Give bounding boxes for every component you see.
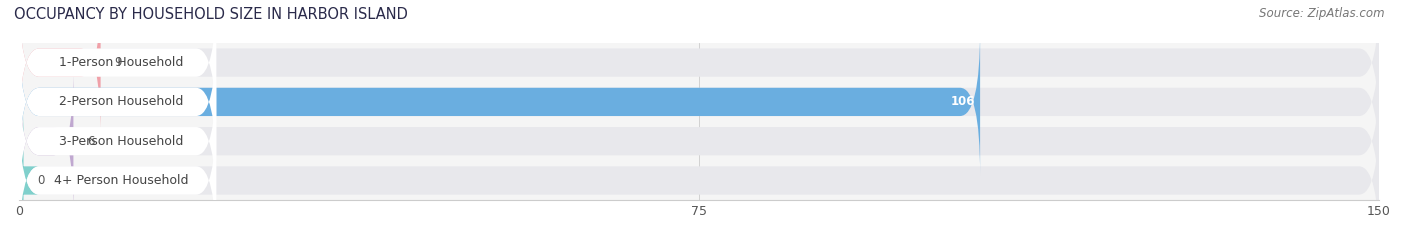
FancyBboxPatch shape <box>20 68 217 214</box>
FancyBboxPatch shape <box>20 0 101 136</box>
FancyBboxPatch shape <box>20 68 1379 214</box>
FancyBboxPatch shape <box>20 107 217 233</box>
Text: 1-Person Household: 1-Person Household <box>59 56 184 69</box>
Text: OCCUPANCY BY HOUSEHOLD SIZE IN HARBOR ISLAND: OCCUPANCY BY HOUSEHOLD SIZE IN HARBOR IS… <box>14 7 408 22</box>
Text: Source: ZipAtlas.com: Source: ZipAtlas.com <box>1260 7 1385 20</box>
Text: 4+ Person Household: 4+ Person Household <box>55 174 188 187</box>
Bar <box>20 161 1379 200</box>
FancyBboxPatch shape <box>20 0 1379 136</box>
FancyBboxPatch shape <box>20 29 980 175</box>
Text: 0: 0 <box>37 174 45 187</box>
FancyBboxPatch shape <box>20 29 217 175</box>
FancyBboxPatch shape <box>20 0 217 136</box>
Text: 106: 106 <box>950 95 976 108</box>
Text: 6: 6 <box>87 135 94 148</box>
FancyBboxPatch shape <box>3 107 39 233</box>
FancyBboxPatch shape <box>20 107 1379 233</box>
Text: 2-Person Household: 2-Person Household <box>59 95 184 108</box>
Bar <box>20 43 1379 82</box>
Bar <box>20 82 1379 122</box>
Text: 3-Person Household: 3-Person Household <box>59 135 184 148</box>
FancyBboxPatch shape <box>20 68 73 214</box>
FancyBboxPatch shape <box>20 29 1379 175</box>
Bar <box>20 122 1379 161</box>
Text: 9: 9 <box>114 56 122 69</box>
